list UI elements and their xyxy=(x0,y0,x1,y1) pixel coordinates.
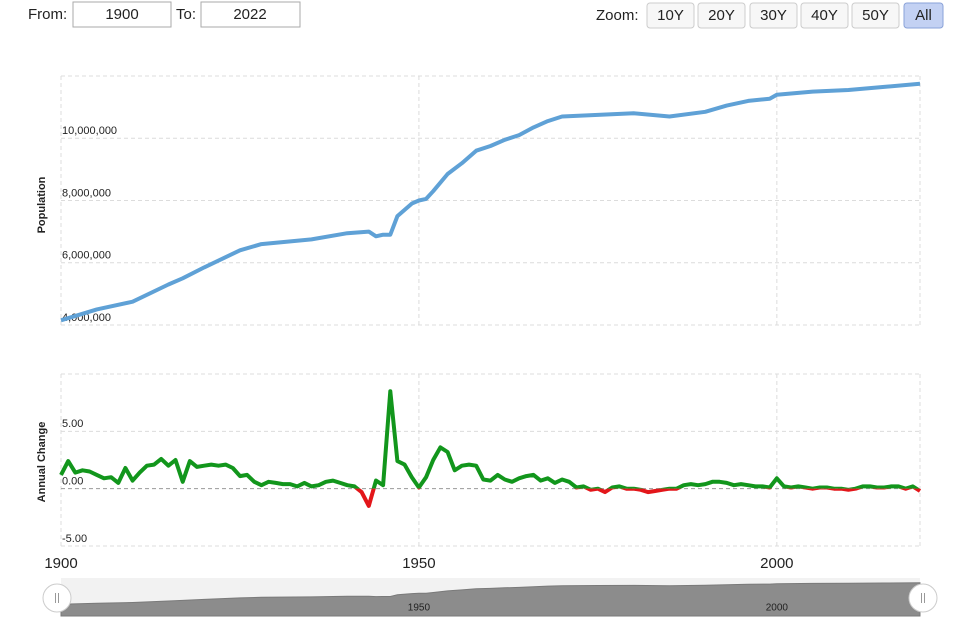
navigator-label: 1950 xyxy=(408,603,431,614)
zoom-button-label[interactable]: All xyxy=(915,7,932,24)
y-tick-label: 6,000,000 xyxy=(62,250,111,262)
zoom-button-label[interactable]: 40Y xyxy=(811,7,838,24)
y-axis-label: Annual Change xyxy=(36,422,48,503)
zoom-button[interactable] xyxy=(851,2,900,29)
navigator-handle[interactable] xyxy=(908,583,938,613)
navigator-handle[interactable] xyxy=(42,583,72,613)
x-tick-label: 2000 xyxy=(760,555,793,572)
population-line xyxy=(60,81,921,323)
zoom-button[interactable] xyxy=(749,2,798,29)
navigator-label: 2000 xyxy=(766,603,789,614)
zoom-button-label[interactable]: 20Y xyxy=(708,7,735,24)
zoom-button[interactable] xyxy=(646,2,695,29)
from-label: From: xyxy=(28,6,67,23)
zoom-button[interactable] xyxy=(903,2,944,29)
y-tick-label: 5.00 xyxy=(62,418,83,430)
x-tick-label: 1900 xyxy=(44,555,77,572)
zoom-button[interactable] xyxy=(697,2,746,29)
change-line-positive xyxy=(59,389,921,489)
y-tick-label: -5.00 xyxy=(62,533,87,545)
y-tick-label: 10,000,000 xyxy=(62,125,117,137)
y-tick-label: 0.00 xyxy=(62,476,83,488)
zoom-button-label[interactable]: 50Y xyxy=(862,7,889,24)
zoom-button-label[interactable]: 10Y xyxy=(657,7,684,24)
from-input[interactable] xyxy=(72,1,172,28)
navigator-area xyxy=(60,582,921,617)
to-label: To: xyxy=(176,6,196,23)
zoom-label: Zoom: xyxy=(596,7,639,24)
y-tick-label: 8,000,000 xyxy=(62,187,111,199)
zoom-button-label[interactable]: 30Y xyxy=(760,7,787,24)
to-input[interactable] xyxy=(200,1,301,28)
from-value[interactable]: 1900 xyxy=(105,6,138,23)
zoom-button[interactable] xyxy=(800,2,849,29)
to-value[interactable]: 2022 xyxy=(233,6,266,23)
zoom-buttons: 10Y 20Y 30Y 40Y 50Y All xyxy=(646,2,944,29)
x-tick-label: 1950 xyxy=(402,555,435,572)
y-axis-label: Population xyxy=(36,176,48,233)
